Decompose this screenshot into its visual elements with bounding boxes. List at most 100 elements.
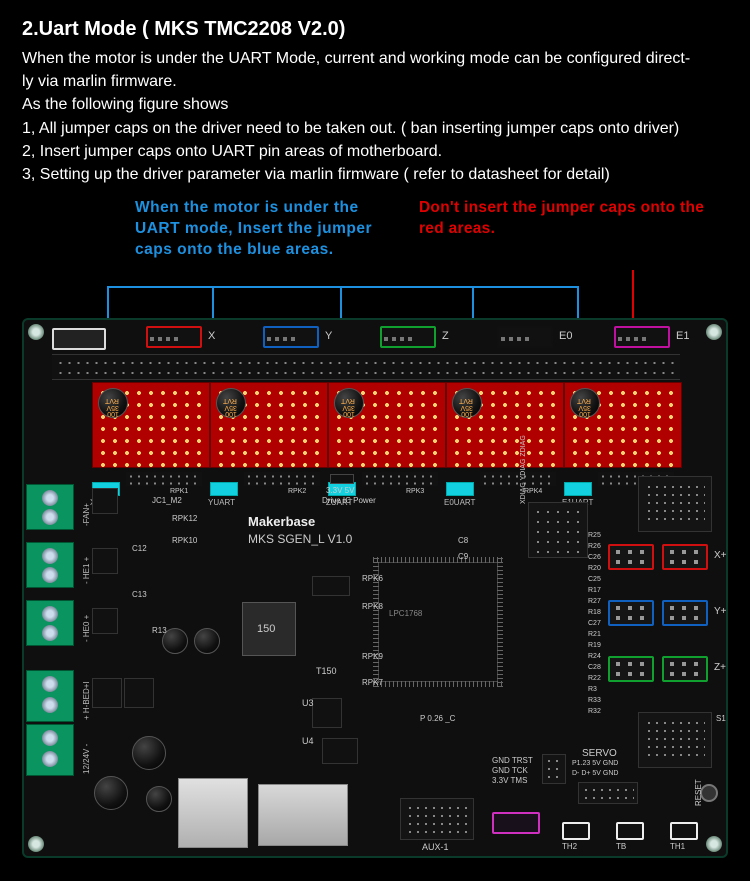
driver-cap-0: 10035VRVT <box>98 388 128 418</box>
jtag-header <box>542 754 566 784</box>
jumper-bank-2 <box>362 472 438 486</box>
callout-blue: When the motor is under the UART mode, I… <box>135 198 401 261</box>
label-rpk12: RPK12 <box>172 514 197 523</box>
therm-label-TH2: TH2 <box>562 842 577 851</box>
silk-C27: C27 <box>588 620 601 627</box>
uart-jumper-YUART <box>210 482 238 496</box>
label-gnd-tck: GND TCK <box>492 766 528 775</box>
board-brand: Makerbase <box>248 514 315 529</box>
voltage-select-jumper <box>330 474 354 484</box>
label-servo-pins: P1.23 5V GND <box>572 760 618 767</box>
label-c12: C12 <box>132 544 147 553</box>
ic <box>312 698 342 728</box>
usb-port <box>178 778 248 848</box>
sd-slot <box>258 784 348 846</box>
top-pin-header <box>52 354 680 380</box>
capacitor <box>94 776 128 810</box>
mosfet <box>92 548 118 574</box>
terminal-he1 <box>26 542 74 588</box>
silk-C26: C26 <box>588 554 601 561</box>
aux-connector-white <box>52 328 106 350</box>
therm-TB <box>616 822 644 840</box>
label-rpk7: RPK7 <box>362 678 383 687</box>
board-model: MKS SGEN_L V1.0 <box>248 532 352 546</box>
capacitor <box>146 786 172 812</box>
motor-connector-Y <box>263 326 319 348</box>
silk-R21: R21 <box>588 631 601 638</box>
label-servo: SERVO <box>582 748 617 759</box>
silk-R19: R19 <box>588 642 601 649</box>
section-title: 2.Uart Mode ( MKS TMC2208 V2.0) <box>22 18 728 41</box>
servo-header <box>578 782 638 804</box>
exp-header-bottom <box>638 712 712 768</box>
label-gnd-trst: GND TRST <box>492 756 533 765</box>
label-s1: S1 <box>716 714 726 723</box>
label-c9: C9 <box>458 552 468 561</box>
label-jci: JC1_M2 <box>152 496 182 505</box>
axis-label-Z: Z <box>442 330 449 342</box>
axis-label-X: X <box>208 330 215 342</box>
label-r13: R13 <box>152 626 167 635</box>
endstop-Y-0 <box>608 600 654 626</box>
silk-R22: R22 <box>588 675 601 682</box>
silk-R24: R24 <box>588 653 601 660</box>
silk-R20: R20 <box>588 565 601 572</box>
label-hbed: + H-BED+I <box>82 681 91 720</box>
label-c13: C13 <box>132 590 147 599</box>
endstop-label-X: X+ <box>714 550 727 561</box>
capacitor <box>194 628 220 654</box>
motor-connector-X <box>146 326 202 348</box>
uart-label-3: E0UART <box>444 498 475 507</box>
ic <box>312 576 350 596</box>
terminal-power <box>26 724 74 776</box>
driver-cap-4: 10035VRVT <box>570 388 600 418</box>
label-c8: C8 <box>458 536 468 545</box>
silk-R33: R33 <box>588 697 601 704</box>
callout-red: Don't insert the jumper caps onto the re… <box>419 198 728 261</box>
aux1-header <box>400 798 474 840</box>
endstop-label-Z: Z+ <box>714 662 726 673</box>
uart-label-1: YUART <box>208 498 235 507</box>
label-3v3-tms: 3.3V TMS <box>492 776 527 785</box>
axis-label-E0: E0 <box>559 330 572 342</box>
mcu-chip: LPC1768 <box>378 562 498 682</box>
diag-header <box>528 502 588 558</box>
endstop-Z-0 <box>608 656 654 682</box>
terminal-fan <box>26 484 74 530</box>
driver-cap-2: 10035VRVT <box>334 388 364 418</box>
ic-u4 <box>322 738 358 764</box>
silk-R18: R18 <box>588 609 601 616</box>
label-xdiag: XDIAG YDIAG ZDIAG <box>520 435 527 504</box>
label-he0: - HE0 + <box>82 615 91 642</box>
endstop-Y-1 <box>662 600 708 626</box>
label-rpk10: RPK10 <box>172 536 197 545</box>
silk-R3: R3 <box>588 686 597 693</box>
motor-connector-E0 <box>497 326 553 348</box>
silk-R17: R17 <box>588 587 601 594</box>
capacitor <box>132 736 166 770</box>
jumper-bank-3 <box>480 472 556 486</box>
label-u3: U3 <box>302 698 314 708</box>
driver-cap-1: 10035VRVT <box>216 388 246 418</box>
motor-connector-Z <box>380 326 436 348</box>
label-fan: -FAN+ <box>82 503 91 526</box>
mosfet <box>92 678 122 708</box>
driver-cap-3: 10035VRVT <box>452 388 482 418</box>
rpk-label: RPK3 <box>406 488 424 495</box>
terminal-he0 <box>26 600 74 646</box>
silk-R25: R25 <box>588 532 601 539</box>
therm-label-TB: TB <box>616 842 626 851</box>
endstop-label-Y: Y+ <box>714 606 727 617</box>
uart-jumper-E0UART <box>446 482 474 496</box>
silk-R27: R27 <box>588 598 601 605</box>
jumper-bank-1 <box>244 472 320 486</box>
silk-R26: R26 <box>588 543 601 550</box>
endstop-Z-1 <box>662 656 708 682</box>
label-u4: U4 <box>302 736 314 746</box>
jumper-bank-0 <box>126 472 202 486</box>
connector-magenta <box>492 812 540 834</box>
rpk-label: RPK2 <box>288 488 306 495</box>
pcb-board: X Y Z E0 E1 10035VRVT 10035VRVT 10035VRV… <box>22 318 728 858</box>
label-p026: P 0.26 _C <box>420 714 455 723</box>
label-he1: - HE1 + <box>82 557 91 584</box>
